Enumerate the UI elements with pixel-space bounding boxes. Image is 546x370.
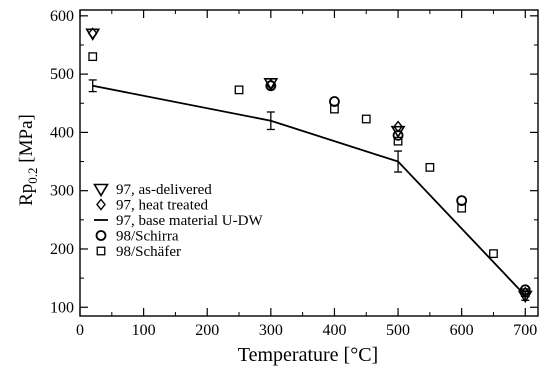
data-point — [265, 80, 277, 92]
legend-marker — [95, 230, 107, 241]
y-tick-label: 300 — [50, 183, 74, 200]
y-tick-label: 200 — [50, 241, 74, 258]
legend-label: 98/Schirra — [116, 229, 179, 245]
data-point — [234, 85, 244, 95]
data-point — [329, 96, 340, 107]
x-tick-label: 700 — [513, 322, 537, 339]
data-point — [87, 27, 98, 40]
series-4 — [88, 52, 530, 298]
y-tick-label: 600 — [50, 8, 74, 25]
legend-label: 98/Schäfer — [116, 244, 181, 260]
data-point — [88, 52, 98, 62]
legend-marker — [96, 246, 106, 256]
series-line — [92, 84, 526, 297]
y-axis-label-unit: [MPa] — [16, 114, 37, 167]
x-tick-label: 400 — [322, 322, 346, 339]
legend-item: 98/Schirra — [95, 229, 179, 245]
data-point — [519, 284, 531, 296]
data-point — [457, 203, 467, 213]
data-point — [330, 104, 339, 114]
legend-item: 97, base material U-DW — [94, 213, 263, 229]
data-point — [489, 249, 498, 259]
legend-marker — [93, 183, 109, 198]
y-tick-label: 100 — [50, 299, 74, 316]
y-axis-label-sub: 0.2 — [25, 167, 40, 183]
series-2 — [88, 79, 530, 301]
series-0 — [85, 28, 533, 304]
data-point — [393, 136, 403, 146]
data-point — [361, 114, 371, 124]
data-point — [425, 162, 435, 172]
legend-item: 98/Schäfer — [96, 244, 181, 260]
x-tick-label: 500 — [386, 322, 410, 339]
data-series — [85, 27, 533, 304]
legend-item: 97, heat treated — [96, 198, 209, 214]
x-tick-label: 0 — [76, 322, 84, 339]
legend-item: 97, as-delivered — [93, 182, 212, 198]
x-tick-label: 600 — [450, 322, 474, 339]
x-tick-label: 100 — [132, 322, 156, 339]
plot-frame — [79, 9, 539, 317]
y-tick-label: 400 — [50, 124, 74, 141]
data-point — [520, 288, 530, 298]
y-axis-label-main: Rp — [16, 184, 37, 206]
legend-label: 97, as-delivered — [116, 182, 212, 198]
legend-label: 97, base material U-DW — [116, 213, 263, 229]
legend-label: 97, heat treated — [116, 198, 209, 214]
y-tick-label: 500 — [50, 66, 74, 83]
x-axis-label: Temperature [°C] — [238, 344, 378, 366]
y-axis-label: Rp0.2 [MPa] — [16, 114, 40, 206]
series-3 — [265, 80, 531, 296]
x-tick-label: 200 — [195, 322, 219, 339]
data-point — [456, 195, 468, 206]
x-tick-label: 300 — [259, 322, 283, 339]
data-point — [392, 129, 404, 141]
legend-marker — [96, 198, 106, 211]
